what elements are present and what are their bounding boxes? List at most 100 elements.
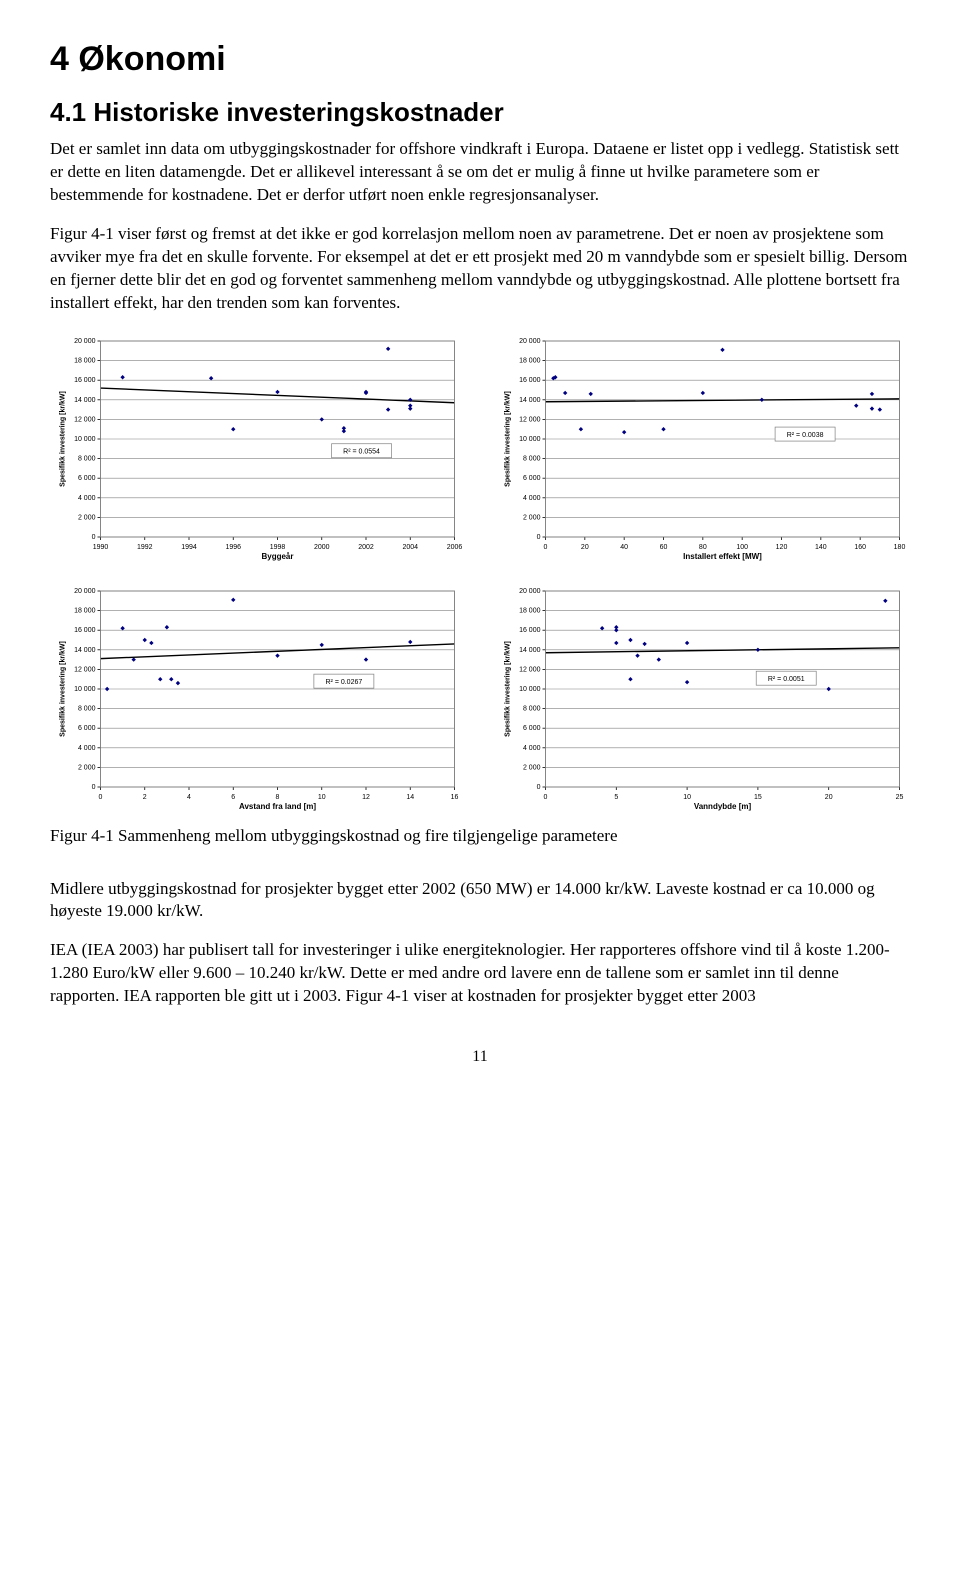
svg-text:8 000: 8 000 xyxy=(78,705,96,712)
svg-text:2 000: 2 000 xyxy=(78,764,96,771)
svg-text:20 000: 20 000 xyxy=(74,588,96,595)
svg-text:4 000: 4 000 xyxy=(523,494,541,501)
svg-text:0: 0 xyxy=(544,544,548,551)
svg-text:14 000: 14 000 xyxy=(519,646,541,653)
svg-text:40: 40 xyxy=(620,544,628,551)
svg-text:8 000: 8 000 xyxy=(78,455,96,462)
svg-text:Vanndybde [m]: Vanndybde [m] xyxy=(694,802,752,811)
svg-text:R² = 0.0038: R² = 0.0038 xyxy=(787,432,824,439)
svg-text:1994: 1994 xyxy=(181,544,197,551)
svg-text:2 000: 2 000 xyxy=(523,514,541,521)
svg-text:20: 20 xyxy=(825,794,833,801)
svg-text:R² = 0.0267: R² = 0.0267 xyxy=(325,679,362,686)
chart-installert-effekt: 0 2 000 4 000 6 000 8 000 10 000 12 000 14 000 1… xyxy=(495,335,910,565)
svg-text:25: 25 xyxy=(896,794,904,801)
svg-text:160: 160 xyxy=(854,544,866,551)
svg-text:18 000: 18 000 xyxy=(519,357,541,364)
svg-text:R² = 0.0051: R² = 0.0051 xyxy=(768,676,805,683)
svg-text:8 000: 8 000 xyxy=(523,455,541,462)
svg-text:4: 4 xyxy=(187,794,191,801)
chart-byggear: 0 2 000 4 000 6 000 8 000 10 000 12 000 14 000 1… xyxy=(50,335,465,565)
svg-text:16: 16 xyxy=(451,794,459,801)
body-paragraph: Det er samlet inn data om utbyggingskost… xyxy=(50,138,910,207)
figure-caption: Figur 4-1 Sammenheng mellom utbyggingsko… xyxy=(50,825,910,848)
svg-text:1996: 1996 xyxy=(225,544,241,551)
body-paragraph: Midlere utbyggingskostnad for prosjekter… xyxy=(50,878,910,924)
svg-text:14 000: 14 000 xyxy=(74,396,96,403)
svg-text:80: 80 xyxy=(699,544,707,551)
svg-text:10: 10 xyxy=(683,794,691,801)
svg-text:2 000: 2 000 xyxy=(523,764,541,771)
svg-text:12 000: 12 000 xyxy=(519,666,541,673)
svg-text:2000: 2000 xyxy=(314,544,330,551)
svg-text:4 000: 4 000 xyxy=(78,494,96,501)
svg-text:14 000: 14 000 xyxy=(519,396,541,403)
svg-text:18 000: 18 000 xyxy=(74,357,96,364)
svg-text:20 000: 20 000 xyxy=(519,338,541,345)
svg-text:5: 5 xyxy=(614,794,618,801)
section-heading: 4.1 Historiske investeringskostnader xyxy=(50,97,910,128)
svg-text:0: 0 xyxy=(99,794,103,801)
svg-text:18 000: 18 000 xyxy=(74,607,96,614)
svg-text:12 000: 12 000 xyxy=(74,416,96,423)
svg-text:16 000: 16 000 xyxy=(519,627,541,634)
svg-text:10 000: 10 000 xyxy=(74,686,96,693)
svg-text:16 000: 16 000 xyxy=(74,377,96,384)
svg-text:10 000: 10 000 xyxy=(519,436,541,443)
page-number: 11 xyxy=(50,1048,910,1066)
svg-text:10 000: 10 000 xyxy=(74,436,96,443)
svg-text:1990: 1990 xyxy=(93,544,109,551)
svg-text:4 000: 4 000 xyxy=(523,744,541,751)
svg-text:10: 10 xyxy=(318,794,326,801)
chart-avstand-fra-land: 0 2 000 4 000 6 000 8 000 10 000 12 000 14 000 1… xyxy=(50,585,465,815)
svg-text:12 000: 12 000 xyxy=(74,666,96,673)
svg-text:Spesifikk investering [kr/kW]: Spesifikk investering [kr/kW] xyxy=(505,641,512,737)
body-paragraph: IEA (IEA 2003) har publisert tall for in… xyxy=(50,939,910,1008)
svg-text:6 000: 6 000 xyxy=(78,725,96,732)
svg-text:8: 8 xyxy=(276,794,280,801)
svg-text:2004: 2004 xyxy=(402,544,418,551)
svg-text:8 000: 8 000 xyxy=(523,705,541,712)
svg-text:2002: 2002 xyxy=(358,544,374,551)
chart-grid: 02 0004 0006 0008 00010 00012 00014 0001… xyxy=(50,335,910,815)
svg-text:1998: 1998 xyxy=(270,544,286,551)
svg-text:Installert effekt [MW]: Installert effekt [MW] xyxy=(683,552,762,561)
svg-text:6 000: 6 000 xyxy=(523,475,541,482)
svg-text:6: 6 xyxy=(231,794,235,801)
svg-text:Spesifikk investering [kr/kW]: Spesifikk investering [kr/kW] xyxy=(505,391,512,487)
svg-text:R² = 0.0554: R² = 0.0554 xyxy=(343,448,380,455)
svg-text:0: 0 xyxy=(92,784,96,791)
svg-text:Byggeår: Byggeår xyxy=(261,552,293,561)
svg-text:Avstand fra land [m]: Avstand fra land [m] xyxy=(239,802,316,811)
chart-vanndybde: 02 0004 0006 0008 00010 00012 00014 0001… xyxy=(495,585,910,815)
svg-text:0: 0 xyxy=(92,534,96,541)
svg-text:0: 0 xyxy=(537,784,541,791)
svg-text:2006: 2006 xyxy=(447,544,463,551)
svg-text:2 000: 2 000 xyxy=(78,514,96,521)
svg-text:6 000: 6 000 xyxy=(523,725,541,732)
svg-text:1992: 1992 xyxy=(137,544,153,551)
svg-text:15: 15 xyxy=(754,794,762,801)
svg-text:14 000: 14 000 xyxy=(74,646,96,653)
svg-text:120: 120 xyxy=(776,544,788,551)
svg-text:60: 60 xyxy=(660,544,668,551)
svg-text:6 000: 6 000 xyxy=(78,475,96,482)
svg-text:20 000: 20 000 xyxy=(74,338,96,345)
svg-text:0: 0 xyxy=(537,534,541,541)
svg-text:2: 2 xyxy=(143,794,147,801)
svg-text:16 000: 16 000 xyxy=(74,627,96,634)
svg-text:Spesifikk investering [kr/kW]: Spesifikk investering [kr/kW] xyxy=(60,391,67,487)
svg-text:16 000: 16 000 xyxy=(519,377,541,384)
svg-text:12: 12 xyxy=(362,794,370,801)
svg-text:100: 100 xyxy=(736,544,748,551)
svg-text:18 000: 18 000 xyxy=(519,607,541,614)
svg-text:0: 0 xyxy=(544,794,548,801)
svg-text:12 000: 12 000 xyxy=(519,416,541,423)
svg-text:20 000: 20 000 xyxy=(519,588,541,595)
svg-text:4 000: 4 000 xyxy=(78,744,96,751)
svg-text:14: 14 xyxy=(406,794,414,801)
svg-text:140: 140 xyxy=(815,544,827,551)
svg-text:Spesifikk investering [kr/kW]: Spesifikk investering [kr/kW] xyxy=(60,641,67,737)
body-paragraph: Figur 4-1 viser først og fremst at det i… xyxy=(50,223,910,315)
svg-text:180: 180 xyxy=(894,544,906,551)
